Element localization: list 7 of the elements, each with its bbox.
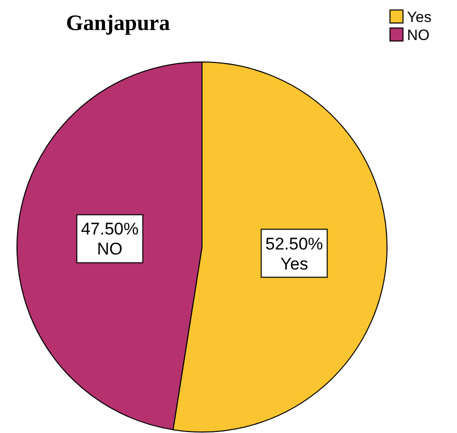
legend-label: NO <box>407 27 430 44</box>
legend-label: Yes <box>407 9 432 26</box>
slice-label: Yes <box>280 254 308 274</box>
chart-title: Ganjapura <box>66 10 170 35</box>
slice-label: NO <box>97 240 123 259</box>
data-label: 52.50% <box>265 234 324 254</box>
data-label: 47.50% <box>80 220 139 239</box>
